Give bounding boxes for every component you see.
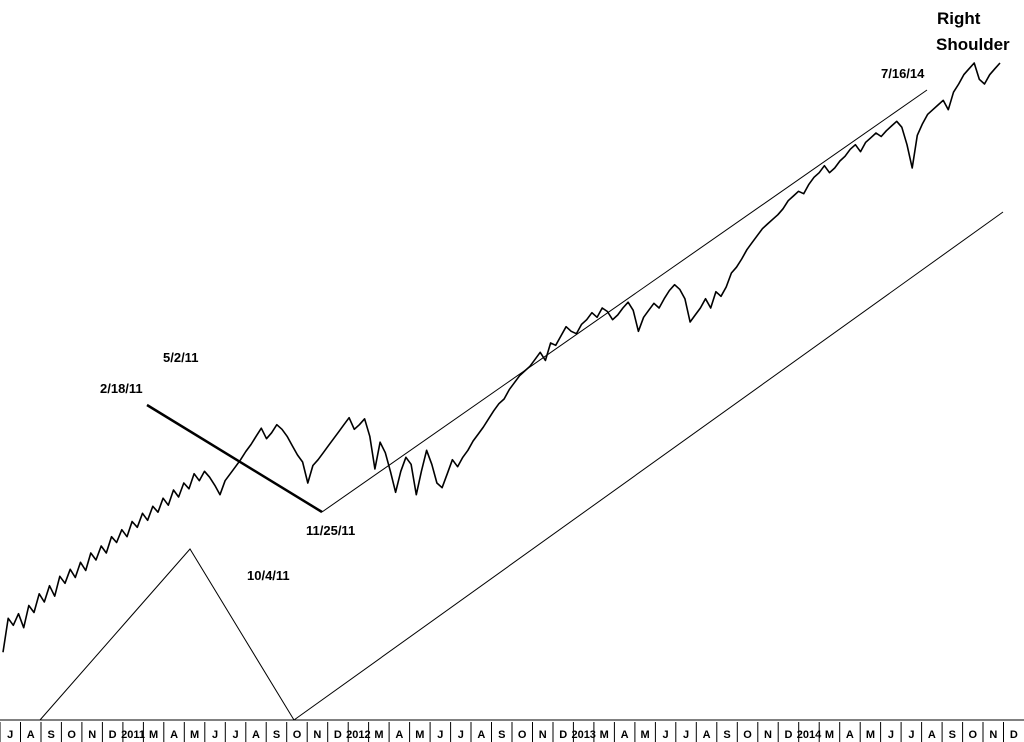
x-tick-label: 2014 [797, 729, 822, 741]
x-tick-label: M [641, 729, 650, 741]
x-tick-label: O [518, 729, 527, 741]
x-tick-label: M [374, 729, 383, 741]
annotation-11-25-11: 11/25/11 [306, 523, 355, 538]
x-tick-label: O [293, 729, 302, 741]
x-tick-label: J [232, 729, 238, 741]
x-tick-label: S [48, 729, 55, 741]
lower-channel-line [293, 211, 1004, 721]
x-tick-label: S [723, 729, 730, 741]
annotation-7-16-14: 7/16/14 [881, 66, 925, 81]
x-tick-label: M [600, 729, 609, 741]
x-tick-label: M [415, 729, 424, 741]
x-tick-label: J [888, 729, 894, 741]
downtrend-line [146, 403, 323, 514]
x-tick-label: D [785, 729, 793, 741]
x-tick-label: O [67, 729, 76, 741]
x-tick-label: A [252, 729, 260, 741]
x-tick-label: M [866, 729, 875, 741]
x-tick-label: 2011 [121, 729, 145, 741]
x-tick-label: N [764, 729, 772, 741]
x-tick-label: N [313, 729, 321, 741]
x-tick-label: D [109, 729, 117, 741]
x-tick-label: A [703, 729, 711, 741]
x-tick-label: J [683, 729, 689, 741]
x-tick-label: O [969, 729, 978, 741]
x-tick-label: 2012 [346, 729, 370, 741]
x-tick-label: J [437, 729, 443, 741]
x-tick-label: J [908, 729, 914, 741]
zigzag-wave-line [39, 548, 295, 721]
uptrend-line [321, 89, 928, 513]
annotation-5-2-11: 5/2/11 [163, 350, 198, 365]
annotation-10-4-11: 10/4/11 [247, 568, 290, 583]
x-tick-label: A [27, 729, 35, 741]
price-series-line [2, 62, 1001, 653]
x-tick-label: A [477, 729, 485, 741]
x-tick-label: A [170, 729, 178, 741]
x-tick-label: N [88, 729, 96, 741]
x-tick-label: S [273, 729, 280, 741]
x-tick-label: N [989, 729, 997, 741]
x-tick-label: J [7, 729, 13, 741]
x-tick-label: A [395, 729, 403, 741]
x-tick-label: A [846, 729, 854, 741]
x-tick-label: O [743, 729, 752, 741]
x-axis-ticks: J A S O N D 2011 M A M J J A S O N D 2012 M A M J J A S O N D 2013 M A… [0, 722, 1018, 742]
x-tick-label: A [621, 729, 629, 741]
x-tick-label: S [498, 729, 505, 741]
x-tick-label: M [149, 729, 158, 741]
x-tick-label: J [663, 729, 669, 741]
annotation-right: Right [937, 9, 981, 28]
x-tick-label: S [949, 729, 956, 741]
x-tick-label: J [212, 729, 218, 741]
x-tick-label: N [539, 729, 547, 741]
x-tick-label: M [825, 729, 834, 741]
x-tick-label: M [190, 729, 199, 741]
x-tick-label: 2013 [571, 729, 595, 741]
x-tick-label: D [334, 729, 342, 741]
x-tick-label: D [1010, 729, 1018, 741]
x-tick-label: D [559, 729, 567, 741]
x-tick-label: J [458, 729, 464, 741]
annotation-2-18-11: 2/18/11 [100, 381, 143, 396]
x-tick-label: A [928, 729, 936, 741]
annotation-shoulder: Shoulder [936, 35, 1010, 54]
